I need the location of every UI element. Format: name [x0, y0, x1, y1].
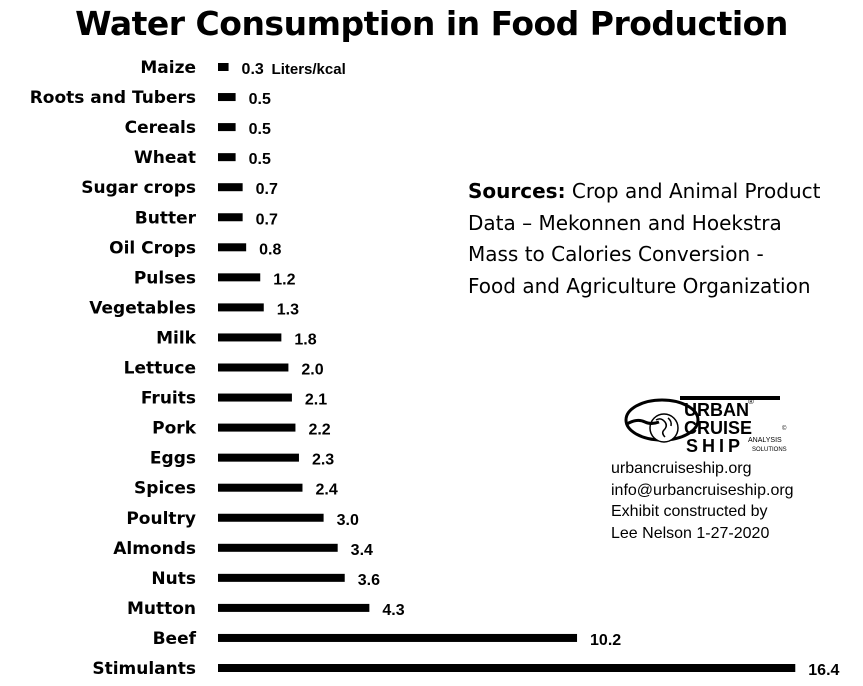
bar — [218, 63, 229, 71]
category-label: Vegetables — [89, 298, 196, 318]
value-label: 1.3 — [277, 301, 299, 318]
category-label: Pulses — [134, 268, 196, 288]
category-label: Sugar crops — [81, 178, 196, 198]
credits-line-4: Lee Nelson 1-27-2020 — [611, 524, 770, 542]
bar — [218, 363, 289, 372]
category-label: Almonds — [113, 539, 196, 559]
urban-cruise-ship-logo: URBAN CRUISE SHIP ® © ANALYSIS SOLUTIONS — [624, 396, 787, 454]
value-label: 0.8 — [259, 241, 281, 258]
bar — [218, 333, 282, 342]
bar — [218, 543, 338, 552]
category-label: Wheat — [134, 148, 196, 168]
bar — [218, 123, 236, 132]
globe-icon — [649, 413, 679, 443]
sources-line-2: Data – Mekonnen and Hoekstra — [468, 210, 782, 235]
sources-heading: Sources: — [468, 179, 566, 203]
bar — [218, 603, 370, 612]
category-label: Butter — [135, 208, 197, 228]
logo-word-cruise: CRUISE — [684, 418, 752, 438]
category-label: Nuts — [151, 569, 196, 589]
bar — [218, 153, 236, 162]
category-label: Milk — [156, 328, 197, 348]
logo-word-ship: SHIP — [686, 436, 744, 454]
bar — [218, 483, 303, 492]
sources-line-4: Food and Agriculture Organization — [468, 273, 811, 298]
logo-tagline-analysis: ANALYSIS — [748, 437, 782, 444]
bar — [218, 573, 345, 582]
bar — [218, 183, 243, 192]
unit-label: Liters/kcal — [272, 61, 346, 78]
bar — [218, 393, 292, 402]
category-label: Spices — [134, 479, 196, 499]
credits-block: urbancruiseship.org info@urbancruiseship… — [611, 458, 794, 544]
value-label: 2.0 — [301, 362, 323, 379]
value-label: 0.7 — [256, 181, 278, 198]
category-label: Mutton — [127, 599, 196, 619]
credits-line-3: Exhibit constructed by — [611, 503, 768, 520]
category-label: Pork — [152, 419, 197, 439]
value-label: 0.5 — [249, 121, 271, 138]
value-label: 10.2 — [590, 632, 621, 649]
value-label: 16.4 — [808, 662, 839, 679]
value-label: 1.8 — [294, 331, 316, 348]
credits-email: info@urbancruiseship.org — [611, 481, 794, 499]
category-label: Beef — [153, 629, 197, 649]
logo-tagline-solutions: SOLUTIONS — [752, 447, 787, 453]
category-label: Maize — [140, 58, 196, 78]
logo-registered-mark: ® — [748, 397, 754, 406]
bar — [218, 453, 299, 462]
bar — [218, 93, 236, 102]
logo-copyright-mark: © — [782, 425, 787, 432]
bar — [218, 513, 324, 522]
value-label: 1.2 — [273, 271, 295, 288]
value-label: 3.4 — [351, 542, 373, 559]
sources-line-3: Mass to Calories Conversion - — [468, 242, 764, 266]
sources-note: Sources: Crop and Animal Product Data – … — [468, 176, 820, 302]
category-label: Fruits — [141, 389, 196, 409]
sources-line-1: Crop and Animal Product — [565, 179, 821, 203]
bar — [218, 664, 796, 672]
chart-title: Water Consumption in Food Production — [75, 4, 788, 43]
value-label: 2.3 — [312, 452, 334, 469]
bar — [218, 633, 578, 642]
value-label: 0.5 — [249, 151, 271, 168]
value-label: 3.0 — [337, 512, 359, 529]
category-label: Oil Crops — [109, 238, 196, 258]
value-label: 2.2 — [308, 422, 330, 439]
bar — [218, 213, 243, 222]
value-label: 3.6 — [358, 572, 380, 589]
logo-word-urban: URBAN — [684, 400, 749, 420]
category-label: Cereals — [125, 118, 196, 138]
category-label: Poultry — [126, 509, 196, 529]
category-label: Lettuce — [124, 359, 196, 379]
value-label: 0.7 — [256, 211, 278, 228]
value-label: 0.3 — [242, 61, 264, 78]
value-label: 2.4 — [315, 482, 337, 499]
category-label: Roots and Tubers — [30, 88, 196, 108]
credits-website: urbancruiseship.org — [611, 460, 752, 477]
bar — [218, 273, 261, 282]
bar — [218, 303, 264, 312]
bar — [218, 243, 247, 252]
value-label: 2.1 — [305, 392, 327, 409]
bar — [218, 423, 296, 432]
category-label: Stimulants — [92, 659, 196, 679]
value-label: 0.5 — [249, 91, 271, 108]
value-label: 4.3 — [382, 602, 404, 619]
category-label: Eggs — [150, 449, 196, 469]
